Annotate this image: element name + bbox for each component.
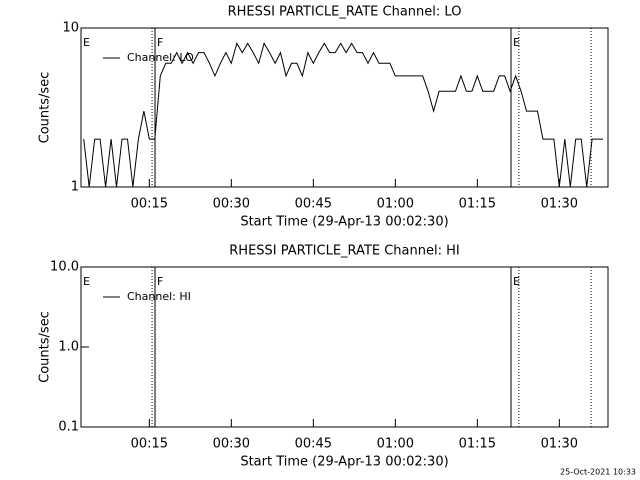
flag-label: E [513, 275, 520, 288]
y-tick-label: 10 [62, 21, 79, 36]
x-tick-label: 01:00 [377, 437, 414, 452]
y-axis-label: Counts/sec [38, 311, 53, 383]
x-tick-label: 00:45 [295, 197, 332, 212]
x-tick-label: 00:15 [131, 197, 168, 212]
y-tick-label: 1 [71, 180, 79, 195]
flag-label: F [157, 275, 163, 288]
x-tick-label: 00:30 [213, 437, 250, 452]
x-tick-label: 00:15 [131, 437, 168, 452]
flag-label: E [83, 36, 90, 49]
chart-title: RHESSI PARTICLE_RATE Channel: LO [228, 5, 462, 20]
x-axis-label: Start Time (29-Apr-13 00:02:30) [240, 215, 448, 230]
x-tick-label: 00:30 [213, 197, 250, 212]
legend-label: Channel: HI [127, 290, 191, 303]
y-tick-label: 10.0 [50, 260, 79, 275]
y-tick-label: 0.1 [58, 420, 79, 435]
plot-frame [80, 27, 609, 188]
x-tick-label: 01:30 [541, 437, 578, 452]
timestamp: 25-Oct-2021 10:33 [560, 468, 636, 477]
y-tick-label: 1.0 [58, 340, 79, 355]
flag-label: E [513, 36, 520, 49]
x-tick-label: 01:15 [459, 197, 496, 212]
x-tick-label: 01:30 [541, 197, 578, 212]
flag-label: E [83, 275, 90, 288]
flag-label: F [157, 36, 163, 49]
x-tick-label: 01:15 [459, 437, 496, 452]
y-axis-label: Counts/sec [38, 72, 53, 144]
legend-label: Channel: LO [127, 51, 194, 64]
data-line [83, 42, 604, 188]
x-tick-label: 00:45 [295, 437, 332, 452]
x-axis-label: Start Time (29-Apr-13 00:02:30) [240, 455, 448, 470]
x-tick-label: 01:00 [377, 197, 414, 212]
chart-title: RHESSI PARTICLE_RATE Channel: HI [229, 244, 459, 259]
